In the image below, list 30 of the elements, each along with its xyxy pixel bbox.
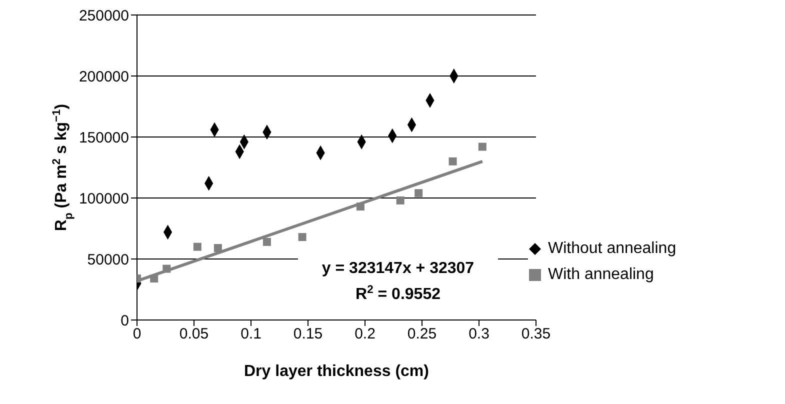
point — [150, 274, 158, 283]
x-tick-label: 0.05 — [179, 326, 209, 343]
y-tick-label: 50000 — [87, 251, 129, 268]
point — [262, 238, 271, 246]
y-tick-label: 150000 — [78, 129, 129, 146]
x-axis-title: Dry layer thickness (cm) — [244, 363, 429, 380]
point — [396, 196, 404, 204]
y-tick-label: 250000 — [78, 7, 129, 24]
point — [478, 142, 486, 151]
x-tick-label: 0.25 — [407, 326, 437, 343]
point — [356, 202, 364, 211]
y-tick-label: 100000 — [78, 190, 129, 208]
point — [448, 157, 457, 166]
point — [298, 233, 306, 242]
point — [414, 189, 423, 198]
x-tick-label: 0.2 — [354, 326, 376, 343]
point — [162, 264, 171, 273]
x-tick-label: 0.1 — [240, 326, 262, 343]
x-tick-label: 0.3 — [468, 326, 490, 343]
y-tick-label: 0 — [120, 312, 129, 330]
y-tick-label: 200000 — [78, 68, 129, 86]
point — [193, 242, 202, 251]
x-tick-label: 0.35 — [521, 326, 551, 343]
x-tick-label: 0 — [132, 326, 142, 343]
annotation: R$^{2}$ = 0.9552 — [356, 284, 441, 303]
x-tick-label: 0.15 — [293, 326, 323, 343]
point — [214, 244, 222, 252]
legend-label: Without annealing — [547, 239, 678, 259]
annotation: y = 323147x + 32307 — [322, 260, 474, 277]
legend-label: With annealing — [547, 265, 655, 285]
